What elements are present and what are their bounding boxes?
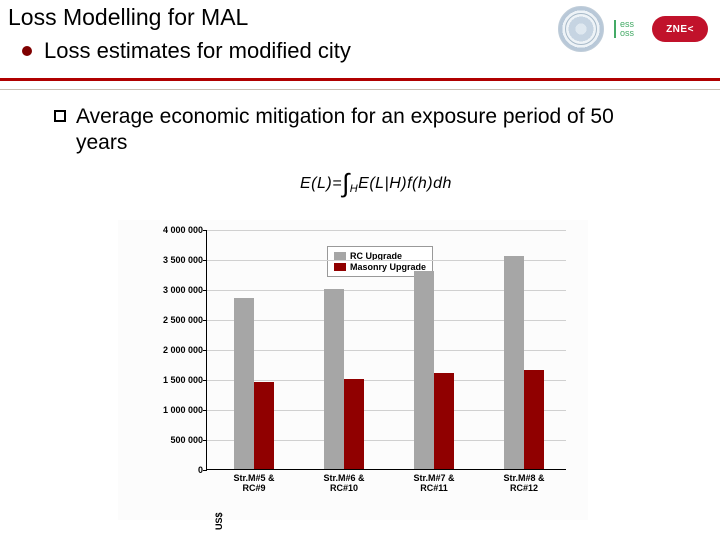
ess-logo: ess oss xyxy=(614,20,634,38)
slide-subtitle: Loss estimates for modified city xyxy=(44,38,351,64)
brand-pill: ZNE< xyxy=(652,16,708,42)
y-tick-label: 4 000 000 xyxy=(163,225,207,235)
x-tick-label: Str.M#7 &RC#11 xyxy=(399,469,469,494)
slide-root: Loss Modelling for MAL Loss estimates fo… xyxy=(0,0,720,540)
x-tick-label: Str.M#6 &RC#10 xyxy=(309,469,379,494)
y-tick-label: 2 500 000 xyxy=(163,315,207,325)
y-tick-label: 3 500 000 xyxy=(163,255,207,265)
formula: E(L)=∫HE(L|H)f(h)dh xyxy=(300,164,452,195)
bullet-icon xyxy=(22,46,32,56)
y-tick-mark xyxy=(203,290,207,291)
y-tick-mark xyxy=(203,410,207,411)
bar-ma xyxy=(254,382,274,469)
bar-group: Str.M#5 &RC#9 xyxy=(219,229,289,469)
brand-pill-text: ZNE< xyxy=(666,24,694,35)
bar-group: Str.M#8 &RC#12 xyxy=(489,229,559,469)
y-tick-label: 1 000 000 xyxy=(163,405,207,415)
x-tick-label: Str.M#5 &RC#9 xyxy=(219,469,289,494)
slide-title: Loss Modelling for MAL xyxy=(8,4,248,31)
bar-ma xyxy=(524,370,544,469)
body-bullet-row: Average economic mitigation for an expos… xyxy=(54,104,636,157)
y-tick-mark xyxy=(203,320,207,321)
ess-logo-bot: oss xyxy=(620,29,634,38)
logo-cluster: ess oss ZNE< xyxy=(558,6,708,52)
y-axis-label: US$ xyxy=(214,512,224,530)
bar-ma xyxy=(344,379,364,469)
bar-rc xyxy=(414,271,434,469)
y-tick-mark xyxy=(203,260,207,261)
bar-chart: US$ RC Upgrade Masonry Upgrade 0500 0001… xyxy=(118,220,588,520)
y-tick-mark xyxy=(203,350,207,351)
integral-icon: ∫ xyxy=(342,168,350,198)
bar-rc xyxy=(234,298,254,469)
x-tick-label: Str.M#8 &RC#12 xyxy=(489,469,559,494)
subtitle-row: Loss estimates for modified city xyxy=(22,38,351,64)
y-tick-mark xyxy=(203,380,207,381)
y-tick-mark xyxy=(203,440,207,441)
plot-area: RC Upgrade Masonry Upgrade 0500 0001 000… xyxy=(206,230,566,470)
bar-rc xyxy=(504,256,524,469)
y-tick-label: 3 000 000 xyxy=(163,285,207,295)
y-tick-label: 500 000 xyxy=(170,435,207,445)
y-tick-mark xyxy=(203,230,207,231)
divider-thin xyxy=(0,89,720,90)
formula-lhs: E(L)= xyxy=(300,175,342,192)
square-bullet-icon xyxy=(54,110,66,122)
bar-group: Str.M#6 &RC#10 xyxy=(309,229,379,469)
formula-rhs: E(L|H)f(h)dh xyxy=(358,175,452,192)
divider-red xyxy=(0,78,720,81)
swirl-logo-icon xyxy=(558,6,604,52)
bar-group: Str.M#7 &RC#11 xyxy=(399,229,469,469)
formula-sub: H xyxy=(350,183,358,195)
body-bullet-text: Average economic mitigation for an expos… xyxy=(76,104,636,157)
y-tick-mark xyxy=(203,470,207,471)
y-tick-label: 1 500 000 xyxy=(163,375,207,385)
y-tick-label: 2 000 000 xyxy=(163,345,207,355)
bar-ma xyxy=(434,373,454,469)
bar-rc xyxy=(324,289,344,469)
